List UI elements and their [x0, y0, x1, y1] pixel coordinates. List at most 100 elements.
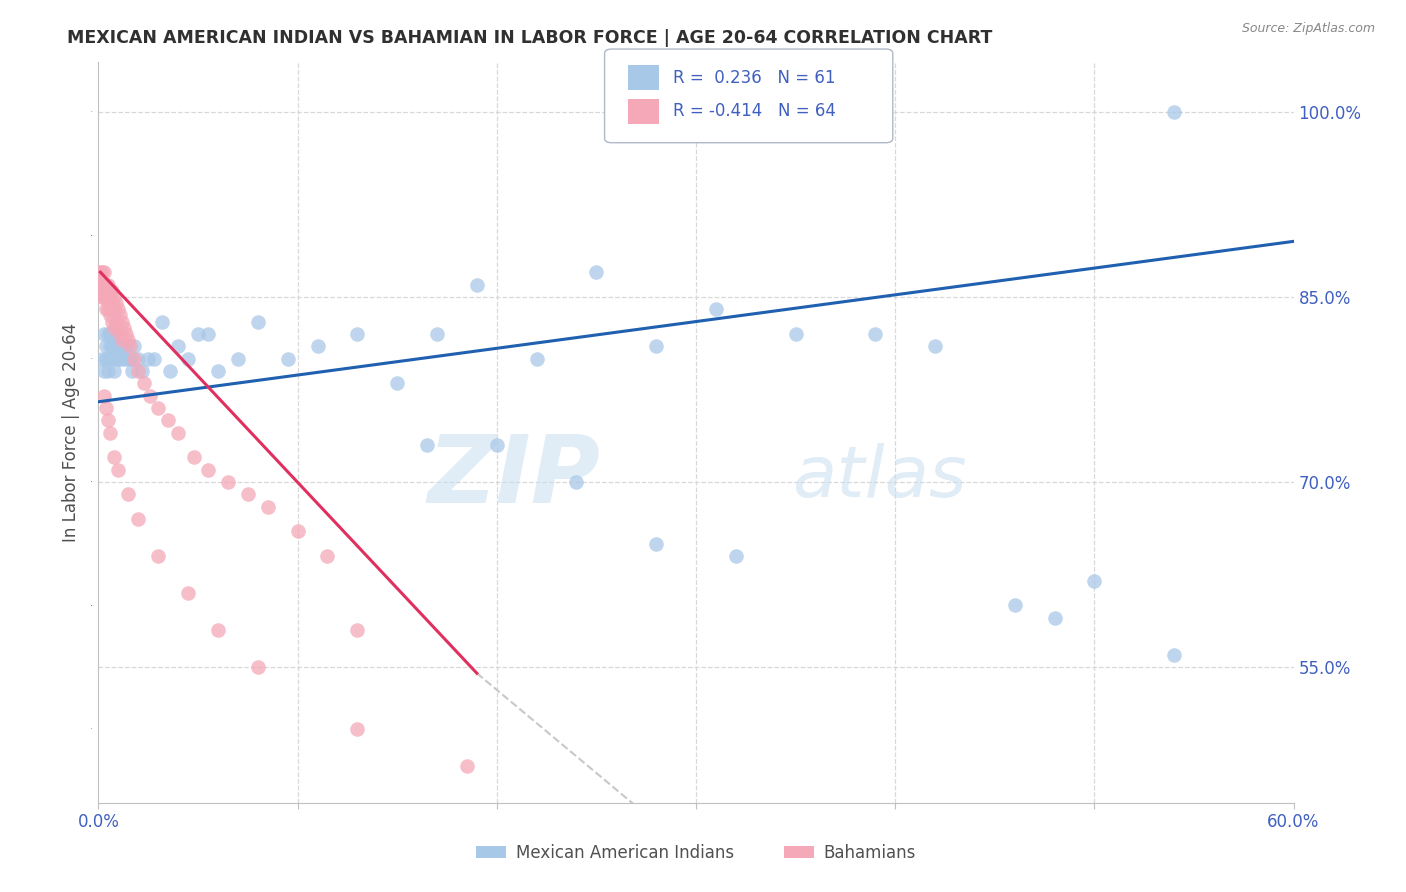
Point — [1163, 104, 1185, 119]
Point — [207, 364, 229, 378]
Point — [97, 326, 120, 341]
Point — [217, 475, 239, 489]
Point — [111, 333, 134, 347]
Text: MEXICAN AMERICAN INDIAN VS BAHAMIAN IN LABOR FORCE | AGE 20-64 CORRELATION CHART: MEXICAN AMERICAN INDIAN VS BAHAMIAN IN L… — [67, 29, 993, 46]
Text: R = -0.414   N = 64: R = -0.414 N = 64 — [673, 103, 837, 120]
Point — [91, 277, 114, 292]
Point — [93, 277, 115, 292]
Point — [112, 320, 135, 334]
Point — [177, 351, 200, 366]
Point — [426, 326, 449, 341]
Point — [107, 339, 129, 353]
Y-axis label: In Labor Force | Age 20-64: In Labor Force | Age 20-64 — [62, 323, 80, 542]
Point — [585, 265, 607, 279]
Point — [167, 425, 190, 440]
Point — [96, 290, 118, 304]
Point — [98, 339, 122, 353]
Point — [316, 549, 339, 563]
Point — [93, 265, 115, 279]
Point — [115, 326, 138, 341]
Point — [246, 660, 269, 674]
Point — [287, 524, 309, 539]
Point — [105, 315, 128, 329]
Point — [197, 463, 219, 477]
Point — [148, 549, 170, 563]
Point — [724, 549, 747, 563]
Point — [645, 537, 668, 551]
Point — [127, 364, 149, 378]
Point — [120, 351, 142, 366]
Point — [96, 401, 118, 415]
Text: R =  0.236   N = 61: R = 0.236 N = 61 — [673, 69, 837, 87]
Point — [124, 351, 146, 366]
Point — [416, 438, 439, 452]
Point — [148, 401, 170, 415]
Point — [89, 277, 111, 292]
Point — [93, 290, 115, 304]
Point — [103, 302, 125, 317]
Point — [93, 326, 115, 341]
Point — [103, 326, 125, 341]
Point — [103, 320, 125, 334]
Point — [117, 333, 139, 347]
Point — [526, 351, 548, 366]
Point — [105, 296, 128, 310]
Point — [236, 487, 259, 501]
Point — [101, 284, 124, 298]
Point — [346, 722, 368, 736]
Point — [143, 351, 166, 366]
Point — [183, 450, 205, 465]
Point — [150, 315, 173, 329]
Point — [785, 326, 807, 341]
Point — [134, 376, 156, 391]
Point — [159, 364, 181, 378]
Point — [1163, 648, 1185, 662]
Point — [117, 351, 139, 366]
Point — [246, 315, 269, 329]
Point — [117, 487, 139, 501]
Point — [645, 339, 668, 353]
Point — [127, 351, 149, 366]
Point — [1004, 599, 1026, 613]
Point — [157, 413, 180, 427]
Point — [112, 351, 135, 366]
Point — [177, 586, 200, 600]
Legend: Mexican American Indians, Bahamians: Mexican American Indians, Bahamians — [470, 838, 922, 869]
Point — [96, 302, 118, 317]
Point — [346, 326, 368, 341]
Point — [98, 309, 122, 323]
Text: atlas: atlas — [792, 442, 966, 511]
Point — [110, 351, 132, 366]
Point — [197, 326, 219, 341]
Point — [1083, 574, 1105, 588]
Point — [98, 425, 122, 440]
Point — [107, 463, 129, 477]
Point — [456, 758, 478, 772]
Point — [98, 326, 122, 341]
Point — [103, 450, 125, 465]
Point — [704, 302, 727, 317]
Point — [346, 623, 368, 637]
Point — [96, 351, 118, 366]
Point — [110, 309, 132, 323]
Text: Source: ZipAtlas.com: Source: ZipAtlas.com — [1241, 22, 1375, 36]
Point — [103, 290, 125, 304]
Point — [97, 290, 120, 304]
Point — [107, 302, 129, 317]
Point — [89, 265, 111, 279]
Point — [167, 339, 190, 353]
Point — [105, 339, 128, 353]
Point — [93, 389, 115, 403]
Point — [865, 326, 887, 341]
Point — [107, 351, 129, 366]
Point — [97, 277, 120, 292]
Point — [91, 265, 114, 279]
Point — [307, 339, 329, 353]
Point — [93, 364, 115, 378]
Point — [98, 296, 122, 310]
Point — [207, 623, 229, 637]
Point — [91, 351, 114, 366]
Point — [124, 339, 146, 353]
Point — [101, 296, 124, 310]
Text: ZIP: ZIP — [427, 431, 600, 523]
